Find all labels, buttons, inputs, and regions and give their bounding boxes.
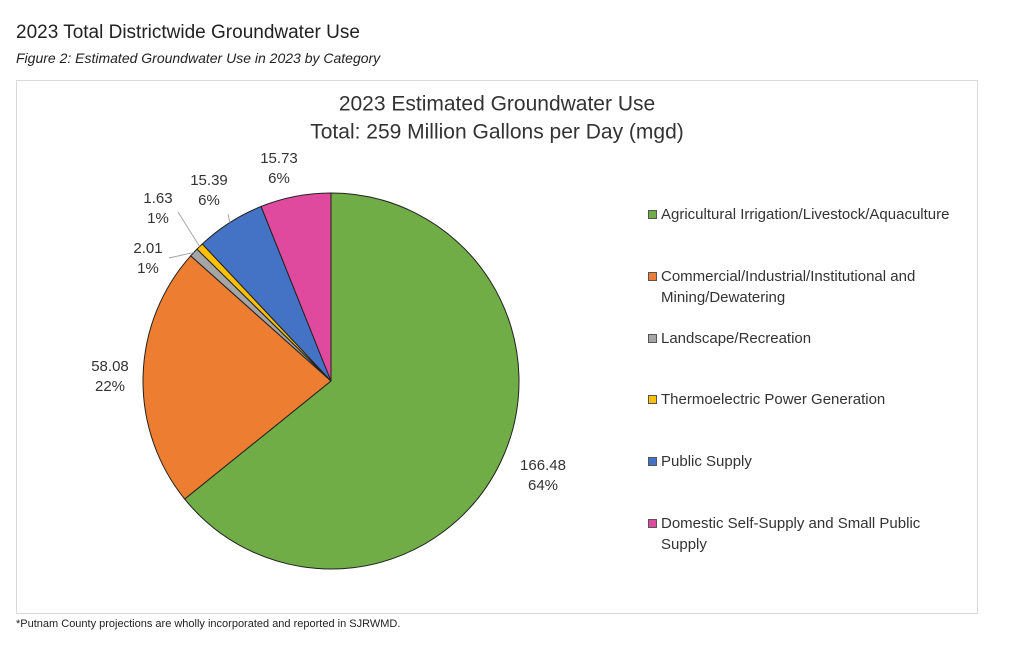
legend-swatch (648, 519, 657, 528)
data-label: 58.08 (91, 358, 129, 375)
legend-label: Thermoelectric Power Generation (661, 391, 886, 408)
chart-title: 2023 Estimated Groundwater Use (339, 93, 655, 116)
percent-label: 22% (95, 378, 125, 395)
data-label: 15.39 (190, 172, 228, 189)
percent-label: 6% (198, 192, 220, 209)
legend-item: Landscape/Recreation (648, 328, 968, 349)
legend-swatch (648, 395, 657, 404)
leader-line (177, 211, 201, 247)
legend-item: Domestic Self-Supply and Small Public Su… (648, 513, 968, 555)
pie-slice (183, 192, 520, 570)
chart-subtitle: Total: 259 Million Gallons per Day (mgd) (310, 121, 684, 144)
footnote: *Putnam County projections are wholly in… (16, 618, 401, 630)
leader-line (227, 213, 231, 223)
leader-line (168, 251, 194, 259)
legend-label: Agricultural Irrigation/Livestock/Aquacu… (661, 206, 950, 223)
legend-swatch (648, 334, 657, 343)
legend-swatch (648, 457, 657, 466)
percent-label: 1% (147, 210, 169, 227)
page-title: 2023 Total Districtwide Groundwater Use (16, 22, 360, 43)
data-label: 2.01 (133, 240, 162, 257)
percent-label: 64% (528, 477, 558, 494)
legend-swatch (648, 272, 657, 281)
legend-item: Agricultural Irrigation/Livestock/Aquacu… (648, 204, 968, 225)
chart-frame (16, 80, 978, 614)
pie-slice (142, 255, 332, 500)
legend-label: Commercial/Industrial/Institutional and … (661, 268, 916, 306)
data-label: 1.63 (143, 190, 172, 207)
legend-swatch (648, 210, 657, 219)
legend-label: Landscape/Recreation (661, 330, 812, 347)
pie-slice (260, 192, 332, 382)
data-label: 166.48 (520, 457, 566, 474)
legend-label: Public Supply (661, 453, 752, 470)
data-label: 15.73 (260, 150, 298, 167)
percent-label: 1% (137, 260, 159, 277)
legend-item: Thermoelectric Power Generation (648, 389, 968, 410)
legend-item: Public Supply (648, 451, 968, 472)
legend-item: Commercial/Industrial/Institutional and … (648, 266, 968, 308)
legend-label: Domestic Self-Supply and Small Public Su… (661, 515, 921, 553)
figure-caption: Figure 2: Estimated Groundwater Use in 2… (16, 50, 381, 66)
percent-label: 6% (268, 170, 290, 187)
